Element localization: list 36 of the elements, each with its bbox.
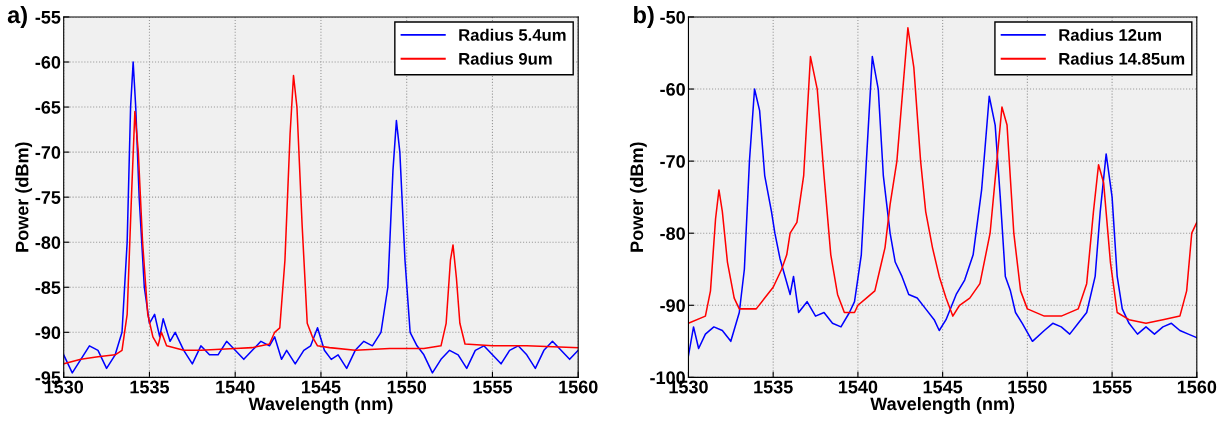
text: a) bbox=[7, 5, 27, 28]
y-tick-label: -60 bbox=[660, 82, 685, 96]
x-tick-label: 1555 bbox=[1093, 380, 1132, 394]
x-tick-label: 1535 bbox=[754, 380, 793, 394]
legend-label: Radius 14.85um bbox=[1059, 52, 1185, 65]
y-tick-label: -50 bbox=[660, 10, 685, 24]
y-tick-label: -70 bbox=[660, 155, 685, 168]
y-axis-title: Power (dBm) bbox=[15, 142, 33, 252]
x-tick-label: 1545 bbox=[923, 380, 963, 394]
x-tick-label: 1550 bbox=[387, 380, 427, 394]
legend-label: Radius 9um bbox=[459, 52, 552, 65]
legend-label: Radius 5.4um bbox=[459, 28, 566, 41]
y-tick-label: -70 bbox=[35, 146, 61, 159]
x-tick-label: 1555 bbox=[473, 380, 513, 394]
x-tick-label: 1550 bbox=[1008, 380, 1047, 394]
y-tick-label: -80 bbox=[660, 227, 685, 240]
x-axis-title: Wavelength (nm) bbox=[248, 396, 393, 414]
legend-label: Radius 12um bbox=[1059, 28, 1161, 41]
y-tick-label: -80 bbox=[35, 236, 61, 249]
x-tick-label: 1545 bbox=[302, 380, 341, 394]
x-tick-label: 1540 bbox=[838, 380, 878, 394]
x-tick-label: 1560 bbox=[1177, 380, 1217, 394]
y-tick-label: -85 bbox=[35, 281, 61, 294]
y-tick-label: -90 bbox=[660, 299, 685, 312]
y-tick-label: -65 bbox=[35, 100, 61, 114]
y-tick-label: -75 bbox=[35, 191, 61, 204]
y-tick-label: -90 bbox=[35, 326, 61, 340]
y-axis-title: Power (dBm) bbox=[629, 142, 647, 252]
line-series bbox=[688, 27, 1197, 325]
text: b) bbox=[634, 5, 654, 28]
x-tick-label: 1560 bbox=[559, 380, 598, 394]
x-tick-label: 1535 bbox=[130, 380, 170, 394]
x-tick-label: 1540 bbox=[216, 380, 255, 394]
y-tick-label: -60 bbox=[35, 55, 61, 69]
y-tick-label: -55 bbox=[35, 11, 61, 24]
x-axis-title: Wavelength (nm) bbox=[870, 396, 1015, 414]
